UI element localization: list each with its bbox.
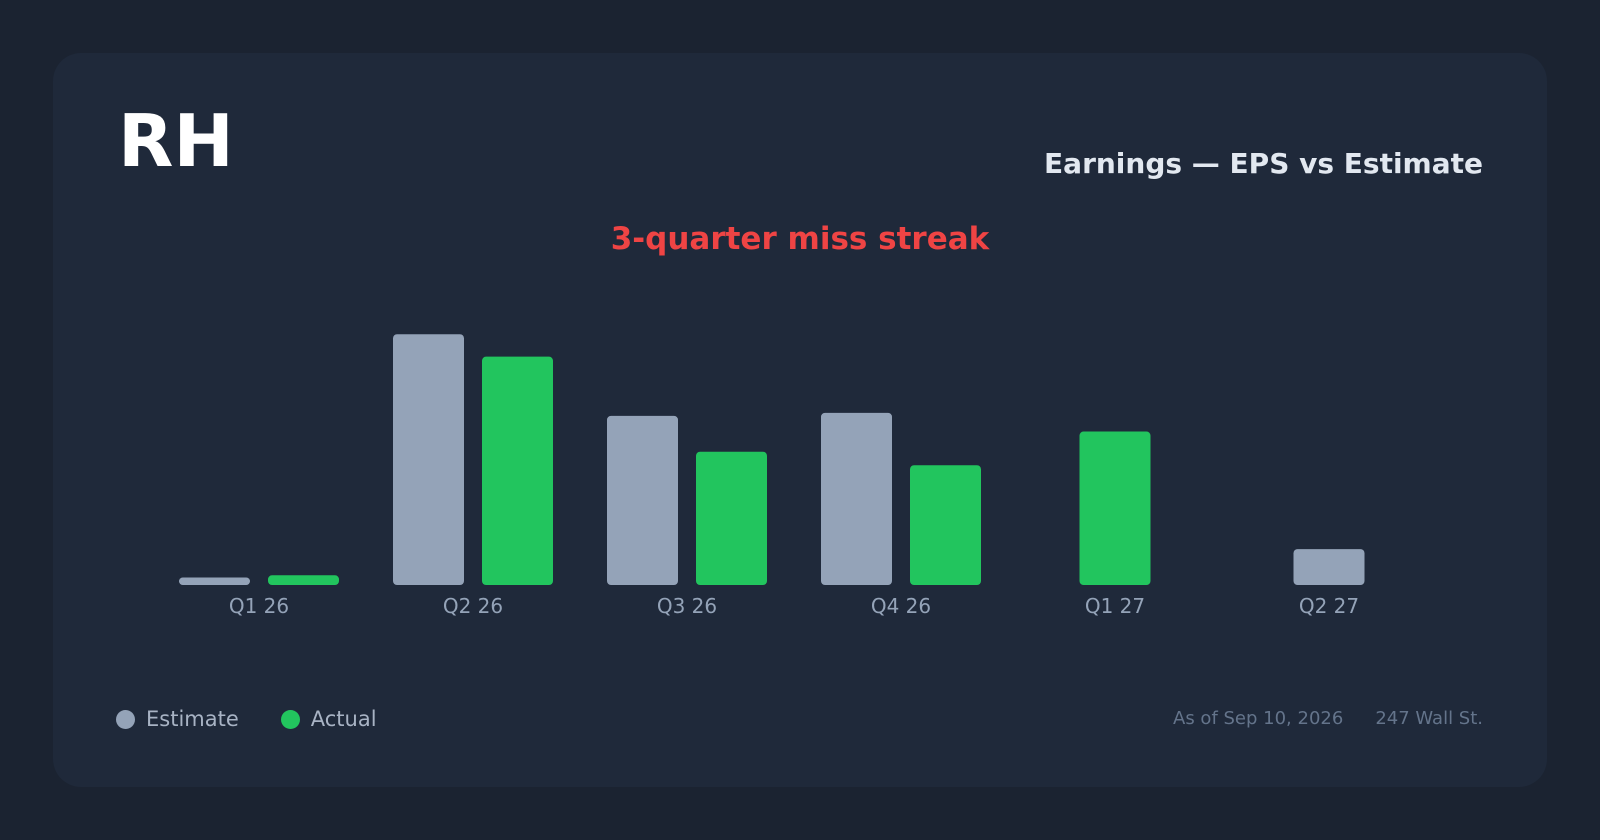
legend-item-estimate: Estimate [116, 707, 239, 731]
source-label: 247 Wall St. [1375, 708, 1483, 729]
actual-bar-q4-26 [910, 465, 981, 585]
actual-bar-q3-26 [696, 451, 767, 585]
x-tick-label: Q2 27 [1299, 594, 1359, 618]
ticker-symbol: RH [118, 99, 234, 183]
estimate-bar-q2-26 [393, 334, 464, 585]
estimate-swatch-icon [116, 709, 135, 729]
x-tick-label: Q4 26 [871, 594, 931, 618]
footer: As of Sep 10, 2026 247 Wall St. [1173, 708, 1483, 729]
actual-bar-q2-26 [482, 356, 553, 585]
legend: Estimate Actual [116, 707, 419, 731]
actual-bar-q1-26 [268, 575, 339, 585]
chart-card: RH Earnings — EPS vs Estimate 3-quarter … [53, 53, 1547, 787]
estimate-bar-q3-26 [607, 415, 678, 585]
as-of-date: As of Sep 10, 2026 [1173, 708, 1344, 729]
miss-streak-annotation: 3-quarter miss streak [610, 221, 990, 257]
x-tick-label: Q1 26 [229, 594, 289, 618]
x-tick-label: Q3 26 [657, 594, 717, 618]
legend-item-actual: Actual [280, 707, 377, 731]
bar-chart: Q1 26 Q2 26 Q3 26 Q4 26 Q1 27 Q2 27 [179, 334, 1365, 618]
legend-estimate-label: Estimate [146, 707, 239, 731]
chart-title: Earnings — EPS vs Estimate [1044, 147, 1483, 180]
estimate-bar-q4-26 [821, 412, 892, 585]
x-tick-label: Q2 26 [443, 594, 503, 618]
estimate-bar-q2-27 [1293, 549, 1365, 585]
actual-swatch-icon [280, 709, 300, 729]
legend-actual-label: Actual [310, 707, 377, 731]
x-tick-label: Q1 27 [1085, 594, 1145, 618]
estimate-bar-q1-26 [179, 577, 250, 585]
actual-bar-q1-27 [1079, 431, 1151, 585]
